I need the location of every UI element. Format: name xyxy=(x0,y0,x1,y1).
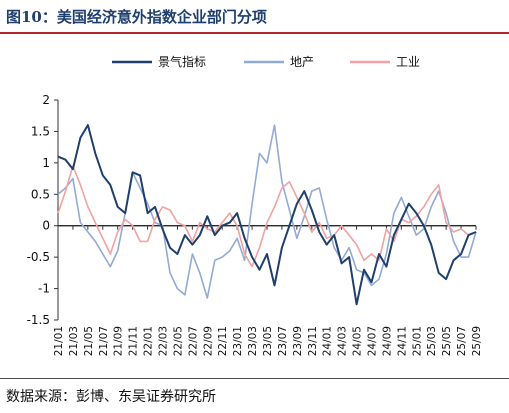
chart-series xyxy=(57,124,477,306)
x-tick-label: 23/11 xyxy=(307,326,319,356)
x-tick-label: 22/05 xyxy=(172,326,184,356)
x-tick-label: 24/03 xyxy=(337,326,349,356)
y-tick-label: -0.5 xyxy=(27,250,50,264)
x-tick-label: 25/03 xyxy=(426,326,438,356)
x-tick-label: 22/07 xyxy=(187,326,199,356)
x-tick-label: 24/07 xyxy=(367,326,379,356)
x-tick-label: 21/03 xyxy=(68,326,80,356)
y-tick-label: 0 xyxy=(42,219,50,233)
legend-label-0: 景气指标 xyxy=(158,54,206,69)
y-tick-label: -1.5 xyxy=(27,313,50,327)
y-tick-label: 1.5 xyxy=(31,124,50,138)
source-rule xyxy=(0,378,509,379)
x-tick-label: 23/03 xyxy=(247,326,259,356)
x-tick-label: 24/11 xyxy=(396,326,408,356)
x-tick-label: 23/09 xyxy=(292,326,304,356)
figure-title: 图10：美国经济意外指数企业部门分项 xyxy=(6,8,267,26)
source-note: 数据来源：彭博、东吴证券研究所 xyxy=(6,389,216,405)
title-rule xyxy=(0,32,509,34)
x-tick-label: 25/09 xyxy=(471,326,483,356)
chart-legend: 景气指标 地产 工业 xyxy=(112,54,420,69)
y-tick-label: 1 xyxy=(42,156,50,170)
x-tick-label: 22/03 xyxy=(158,326,170,356)
x-tick-label: 24/05 xyxy=(352,326,364,356)
x-tick-label: 21/11 xyxy=(128,326,140,356)
x-tick-label: 21/09 xyxy=(113,326,125,356)
y-tick-label: 2 xyxy=(42,93,50,107)
y-tick-label: -1 xyxy=(38,282,50,296)
y-tick-label: 0.5 xyxy=(31,187,50,201)
series-line-1 xyxy=(57,124,477,299)
x-tick-label: 21/05 xyxy=(83,326,95,356)
x-tick-label: 25/07 xyxy=(456,326,468,356)
legend-label-1: 地产 xyxy=(290,55,314,69)
x-tick-label: 22/11 xyxy=(217,326,229,356)
x-tick-label: 25/05 xyxy=(441,326,453,356)
x-tick-label: 23/05 xyxy=(262,326,274,356)
x-tick-label: 23/01 xyxy=(232,326,244,356)
x-tick-label: 21/07 xyxy=(98,326,110,356)
x-tick-label: 25/01 xyxy=(411,326,423,356)
x-tick-label: 23/07 xyxy=(277,326,289,356)
x-tick-label: 21/01 xyxy=(53,326,65,356)
x-tick-label: 24/09 xyxy=(381,326,393,356)
x-tick-label: 22/01 xyxy=(143,326,155,356)
x-tick-label: 24/01 xyxy=(322,326,334,356)
series-line-2 xyxy=(57,165,477,268)
legend-label-2: 工业 xyxy=(396,55,420,69)
series-line-0 xyxy=(57,124,477,306)
x-tick-label: 22/09 xyxy=(202,326,214,356)
